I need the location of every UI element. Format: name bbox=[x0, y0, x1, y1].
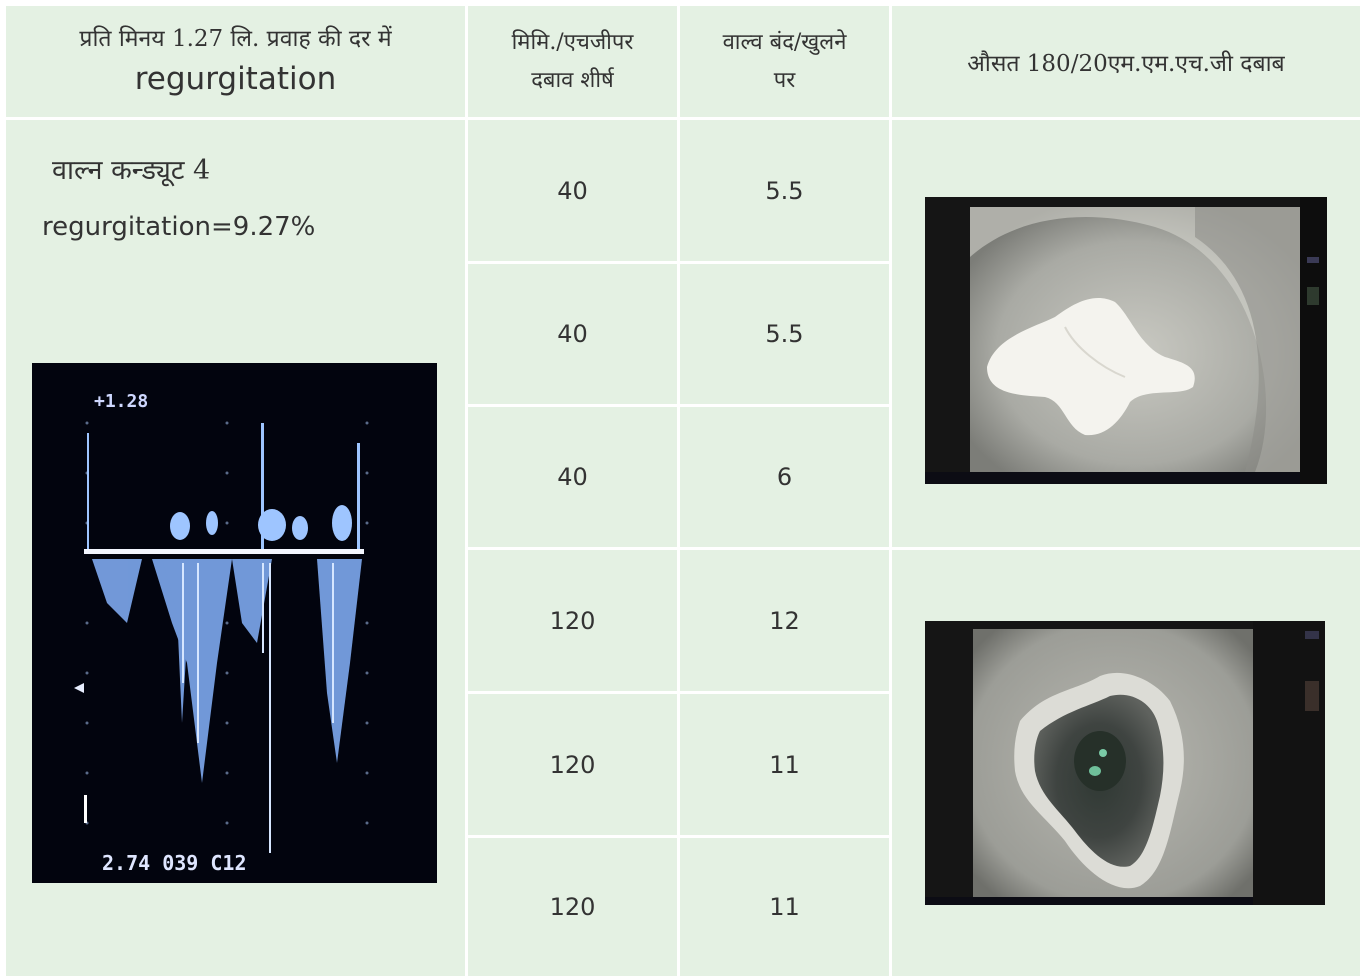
header-regurgitation-text: regurgitation bbox=[134, 60, 337, 97]
cell-pressure-2: 40 bbox=[468, 264, 677, 404]
valve-closed-photo bbox=[925, 197, 1327, 484]
valve-open-photo bbox=[925, 621, 1325, 905]
doppler-bottom-label: 2.74 039 C12 bbox=[102, 851, 247, 875]
left-panel: वाल्न कन्ड्यूट 4 regurgitation=9.27% bbox=[6, 120, 465, 976]
header-flow-text: प्रति मिनय 1.27 लि. प्रवाह की दर में bbox=[79, 25, 392, 52]
cell-valve-6: 11 bbox=[680, 838, 889, 976]
conduit-title: वाल्न कन्ड्यूट 4 bbox=[52, 155, 211, 186]
cell-pressure-1: 40 bbox=[468, 120, 677, 261]
header-pressure-line1: मिमि./एचजीपर bbox=[511, 30, 634, 56]
image-cell-closed bbox=[892, 120, 1360, 547]
header-col-valve: वाल्व बंद/खुलने पर bbox=[680, 6, 889, 117]
doppler-top-label: +1.28 bbox=[94, 391, 148, 412]
doppler-waveform: +1.28 bbox=[32, 363, 437, 883]
cell-pressure-5: 120 bbox=[468, 694, 677, 835]
header-valve-line2: पर bbox=[773, 67, 796, 93]
cell-valve-5: 11 bbox=[680, 694, 889, 835]
image-cell-open bbox=[892, 550, 1360, 976]
header-pressure-line2: दबाव शीर्ष bbox=[531, 67, 614, 93]
cell-pressure-6: 120 bbox=[468, 838, 677, 976]
regurgitation-value: regurgitation=9.27% bbox=[42, 212, 316, 242]
header-col-pressure: मिमि./एचजीपर दबाव शीर्ष bbox=[468, 6, 677, 117]
doppler-image: +1.28 bbox=[32, 363, 437, 883]
header-average-text: औसत 180/20एम.एम.एच.जी दबाब bbox=[967, 50, 1285, 77]
header-valve-line1: वाल्व बंद/खुलने bbox=[722, 30, 847, 56]
cell-valve-2: 5.5 bbox=[680, 264, 889, 404]
cell-pressure-4: 120 bbox=[468, 550, 677, 691]
cell-valve-3: 6 bbox=[680, 407, 889, 547]
header-col-flow: प्रति मिनय 1.27 लि. प्रवाह की दर में reg… bbox=[6, 6, 465, 117]
header-col-average: औसत 180/20एम.एम.एच.जी दबाब bbox=[892, 6, 1360, 117]
cell-valve-4: 12 bbox=[680, 550, 889, 691]
cell-valve-1: 5.5 bbox=[680, 120, 889, 261]
cell-pressure-3: 40 bbox=[468, 407, 677, 547]
